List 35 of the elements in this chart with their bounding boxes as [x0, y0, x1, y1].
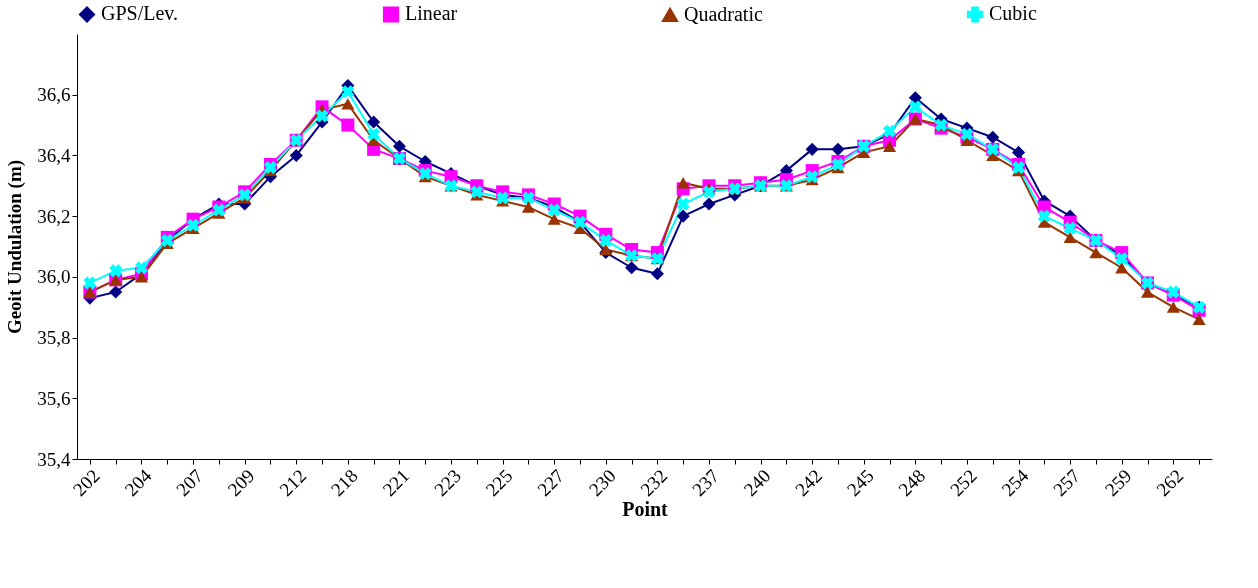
- x-tick-label: 223: [429, 465, 465, 501]
- x-tick-label: 221: [378, 465, 414, 501]
- x-tick-label: 212: [275, 465, 311, 501]
- y-tick-label: 36,6: [37, 84, 71, 106]
- legend-label: GPS/Lev.: [101, 2, 179, 25]
- y-tick-label: 35,8: [37, 327, 71, 349]
- x-tick-label: 207: [172, 465, 208, 501]
- x-tick-label: 230: [584, 465, 620, 501]
- legend-label: Quadratic: [684, 2, 763, 25]
- y-tick-label: 35,6: [37, 387, 71, 409]
- y-axis-title: Geoit Undulation (m): [4, 159, 27, 335]
- x-tick-label: 245: [842, 465, 878, 501]
- x-tick-label: 248: [894, 465, 930, 501]
- y-tick-label: 35,4: [37, 448, 71, 470]
- y-tick-label: 36,0: [37, 266, 71, 288]
- legend-label: Linear: [405, 2, 458, 25]
- x-tick-label: 262: [1152, 465, 1188, 501]
- x-tick-label: 252: [945, 465, 981, 501]
- x-tick-label: 218: [326, 465, 362, 501]
- y-tick-label: 36,2: [37, 205, 71, 227]
- x-tick-label: 202: [68, 465, 104, 501]
- legend-label: Cubic: [989, 2, 1037, 25]
- x-axis-title: Point: [622, 498, 669, 521]
- y-tick-label: 36,4: [37, 144, 71, 166]
- x-tick-label: 240: [739, 465, 775, 501]
- x-tick-label: 232: [636, 465, 672, 501]
- x-tick-label: 227: [533, 465, 569, 501]
- x-tick-label: 209: [223, 465, 259, 501]
- x-tick-label: 259: [1100, 465, 1136, 501]
- x-tick-label: 254: [997, 464, 1033, 501]
- x-tick-label: 242: [791, 465, 827, 501]
- x-tick-label: 257: [1049, 465, 1085, 501]
- x-tick-label: 204: [120, 464, 156, 501]
- x-tick-label: 225: [481, 465, 517, 501]
- x-tick-label: 237: [687, 465, 723, 501]
